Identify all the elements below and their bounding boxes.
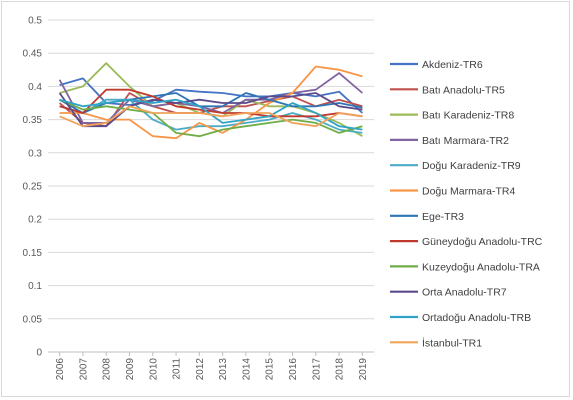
x-tick-label: 2018 [335, 358, 346, 381]
series-line-10 [58, 92, 363, 128]
legend-label: Batı Karadeniz-TR8 [422, 110, 514, 122]
x-tick-label: 2010 [148, 358, 159, 381]
legend-label: Ortadoğu Anadolu-TRB [422, 312, 531, 324]
y-tick-label: 0.15 [23, 248, 43, 259]
y-tick-label: 0.35 [23, 115, 43, 126]
legend-label: Batı Marmara-TR2 [422, 135, 509, 147]
y-tick-label: 0.05 [23, 314, 43, 325]
legend: Akdeniz-TR6 Batı Anadolu-TR5 Batı Karadeni… [390, 59, 543, 349]
series-lines [58, 62, 364, 140]
legend-label: Doğu Marmara-TR4 [422, 186, 516, 198]
x-tick-label: 2011 [172, 358, 183, 380]
legend-label: Akdeniz-TR6 [422, 59, 483, 71]
x-tick-label: 2013 [218, 358, 229, 381]
x-tick-label: 2015 [265, 358, 276, 381]
x-tick-label: 2009 [125, 358, 136, 381]
x-tick-label: 2006 [55, 358, 66, 381]
y-tick-label: 0.5 [28, 16, 42, 27]
series-line-5 [59, 98, 363, 134]
gridlines [48, 19, 374, 353]
legend-label: İstanbul-TR1 [422, 336, 482, 349]
y-tick-labels: 0 0.05 0.1 0.15 0.2 0.25 0.3 0.35 0.4 0.45 0.5 [23, 16, 43, 359]
legend-label: Orta Anadolu-TR7 [422, 287, 507, 299]
y-tick-label: 0.3 [28, 148, 42, 159]
x-tick-label: 2008 [102, 358, 113, 381]
legend-label: Güneydoğu Anadolu-TRC [422, 236, 543, 248]
x-tick-label: 2012 [195, 358, 206, 381]
series-line-8 [59, 88, 363, 118]
legend-label: Kuzeydoğu Anadolu-TRA [422, 261, 540, 273]
x-tick-label: 2017 [311, 358, 322, 381]
series-line-1 [59, 77, 364, 114]
y-tick-label: 0.4 [28, 82, 42, 93]
y-tick-label: 0.45 [23, 49, 43, 60]
y-tick-label: 0.1 [28, 281, 42, 292]
x-tick-labels: 2006 2007 2008 2009 2010 2011 2012 2013 2014 2015… [55, 352, 369, 380]
x-tick-label: 2014 [241, 358, 252, 381]
y-tick-label: 0.25 [23, 182, 43, 193]
y-tick-label: 0 [36, 348, 42, 359]
legend-label: Batı Anadolu-TR5 [422, 84, 505, 96]
x-tick-label: 2019 [358, 358, 369, 381]
y-tick-label: 0.2 [28, 215, 42, 226]
series-line-9 [59, 98, 363, 138]
x-tick-label: 2007 [78, 358, 89, 381]
legend-label: Ege-TR3 [422, 211, 464, 223]
series-line-12 [59, 105, 363, 128]
legend-label: Doğu Karadeniz-TR9 [422, 160, 521, 172]
x-tick-label: 2016 [288, 358, 299, 381]
